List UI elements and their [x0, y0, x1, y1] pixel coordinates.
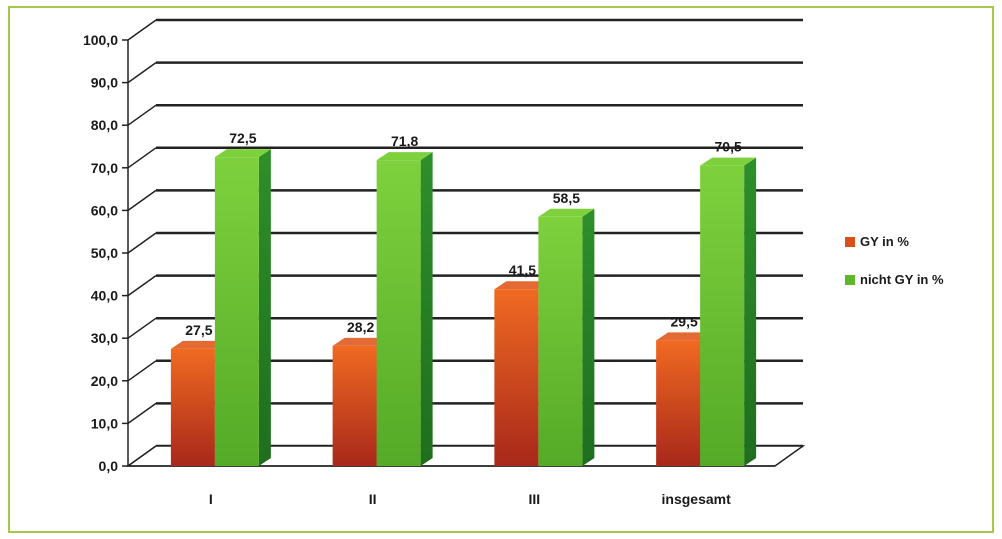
legend-label: GY in % — [860, 234, 909, 249]
y-tick-label: 10,0 — [91, 415, 118, 431]
bar-side — [420, 152, 433, 466]
bar-front — [332, 345, 377, 466]
bar-nicht-gy-2 — [538, 208, 595, 467]
gridline-depth — [127, 274, 157, 297]
y-tick-label: 40,0 — [91, 288, 118, 304]
bar-front — [214, 157, 259, 466]
bar-top — [700, 157, 757, 166]
bar-side — [582, 208, 595, 467]
y-tick-label: 100,0 — [83, 32, 118, 48]
legend-label: nicht GY in % — [860, 272, 944, 287]
y-tick-label: 60,0 — [91, 202, 118, 218]
bar-nicht-gy-0 — [214, 149, 271, 466]
gridline-depth — [127, 232, 157, 254]
bar-nicht-gy-1 — [376, 152, 433, 466]
y-tick-label: 90,0 — [91, 75, 118, 91]
gridline-depth — [127, 402, 157, 425]
data-label: 27,5 — [185, 322, 212, 338]
y-tick-label: 20,0 — [91, 373, 118, 389]
bar-top — [170, 340, 227, 349]
data-label: 70,5 — [715, 139, 742, 155]
gridline-depth — [127, 317, 157, 339]
bar-top — [656, 332, 713, 341]
x-tick-label: III — [529, 491, 541, 507]
bar-side — [258, 149, 271, 466]
gridline-depth — [127, 61, 157, 84]
x-tick-label: I — [209, 491, 213, 507]
bar-front — [656, 340, 701, 466]
y-tick-label: 80,0 — [91, 117, 118, 133]
y-tick-label: 70,0 — [91, 160, 118, 176]
bar-top — [494, 281, 551, 290]
legend-swatch — [845, 237, 855, 247]
data-label: 58,5 — [553, 190, 580, 206]
y-tick-label: 50,0 — [91, 245, 118, 261]
y-tick-label: 30,0 — [91, 330, 118, 346]
bar-front — [376, 160, 421, 466]
gridline-depth — [127, 19, 157, 41]
bar-top — [376, 152, 433, 161]
bar-side — [744, 157, 757, 467]
gridline-depth — [127, 104, 157, 126]
bar-top — [538, 208, 595, 217]
gridline-depth — [127, 360, 157, 382]
bar-front — [700, 165, 745, 467]
bar-top — [214, 149, 271, 158]
gridline-depth — [127, 147, 157, 169]
bar-front — [170, 348, 215, 466]
bar-nicht-gy-3 — [700, 157, 757, 467]
bar-front — [538, 216, 583, 466]
data-label: 29,5 — [671, 313, 698, 329]
y-tick-label: 0,0 — [99, 458, 119, 474]
data-label: 72,5 — [229, 130, 256, 146]
bar-top — [332, 337, 389, 346]
data-label: 28,2 — [347, 319, 374, 335]
legend-swatch — [845, 275, 855, 285]
data-label: 71,8 — [391, 133, 418, 149]
data-label: 41,5 — [509, 262, 536, 278]
bar-front — [494, 289, 539, 466]
x-tick-label: II — [369, 491, 377, 507]
x-tick-label: insgesamt — [662, 491, 732, 507]
gridline-depth — [127, 189, 157, 212]
